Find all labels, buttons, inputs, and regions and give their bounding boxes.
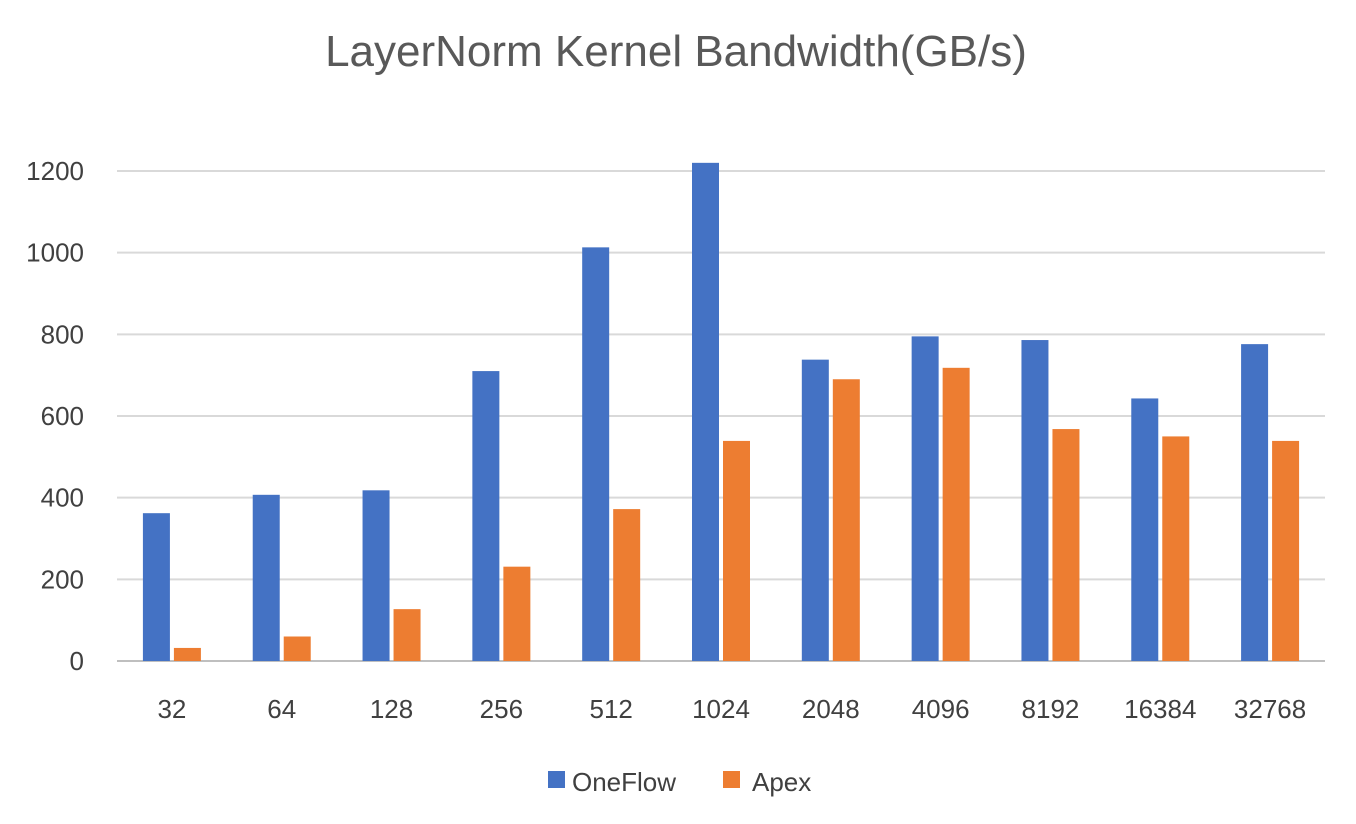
legend-label: OneFlow — [572, 767, 676, 797]
x-tick-label: 2048 — [802, 694, 860, 724]
y-tick-label: 600 — [41, 401, 84, 431]
bar-apex-128 — [393, 609, 421, 661]
bar-apex-8192 — [1052, 429, 1080, 661]
gridlines — [117, 170, 1325, 662]
x-tick-label: 1024 — [692, 694, 750, 724]
legend-label: Apex — [752, 767, 811, 797]
bar-oneflow-2048 — [801, 359, 829, 661]
bar-apex-32768 — [1272, 440, 1300, 661]
bar-oneflow-1024 — [692, 162, 719, 662]
bar-apex-1024 — [723, 440, 750, 661]
bar-group-64 — [252, 494, 311, 661]
y-tick-label: 1000 — [26, 238, 84, 268]
bar-group-4096 — [911, 336, 970, 661]
bar-group-128 — [362, 490, 421, 661]
legend-swatch — [723, 771, 740, 788]
bar-group-2048 — [801, 359, 860, 661]
bar-apex-16384 — [1162, 436, 1190, 661]
y-tick-label: 200 — [41, 564, 84, 594]
bar-oneflow-64 — [252, 494, 280, 661]
x-tick-label: 8192 — [1022, 694, 1080, 724]
bar-oneflow-8192 — [1021, 340, 1049, 661]
x-tick-label: 512 — [589, 694, 632, 724]
y-axis-tick-labels: 0 200 400 600 800 1000 1200 — [26, 156, 84, 676]
legend-item-apex: Apex — [723, 767, 811, 797]
y-tick-label: 1200 — [26, 156, 84, 186]
bars — [142, 162, 1300, 662]
x-tick-label: 32768 — [1234, 694, 1306, 724]
bar-oneflow-512 — [582, 247, 610, 661]
y-tick-label: 400 — [41, 483, 84, 513]
bar-group-16384 — [1131, 398, 1190, 661]
x-tick-label: 64 — [267, 694, 296, 724]
bar-oneflow-32 — [142, 513, 170, 661]
bar-oneflow-32768 — [1241, 344, 1269, 661]
bar-oneflow-4096 — [911, 336, 939, 661]
bar-apex-32 — [173, 647, 201, 661]
bar-apex-64 — [283, 636, 311, 661]
x-tick-label: 128 — [370, 694, 413, 724]
bar-apex-256 — [503, 566, 531, 661]
bar-group-256 — [472, 371, 531, 661]
bar-apex-2048 — [832, 379, 860, 661]
legend-swatch — [548, 771, 565, 788]
x-tick-label: 4096 — [912, 694, 970, 724]
bar-oneflow-16384 — [1131, 398, 1159, 661]
y-tick-label: 800 — [41, 319, 84, 349]
x-tick-label: 32 — [157, 694, 186, 724]
chart-title: LayerNorm Kernel Bandwidth(GB/s) — [325, 27, 1027, 76]
y-tick-label: 0 — [70, 646, 84, 676]
bar-group-32 — [142, 513, 201, 661]
bar-group-8192 — [1021, 340, 1080, 661]
bar-apex-4096 — [942, 367, 970, 661]
x-tick-label: 16384 — [1124, 694, 1196, 724]
bar-group-32768 — [1241, 344, 1300, 661]
bar-group-1024 — [692, 162, 750, 662]
x-axis-tick-labels: 32 64 128 256 512 1024 2048 4096 8192 16384 32768 — [157, 694, 1306, 724]
bar-oneflow-128 — [362, 490, 390, 661]
bar-apex-512 — [613, 509, 641, 661]
x-tick-label: 256 — [480, 694, 523, 724]
bar-oneflow-256 — [472, 371, 500, 661]
legend-item-oneflow: OneFlow — [548, 767, 676, 797]
bar-group-512 — [582, 247, 641, 661]
legend: OneFlow Apex — [548, 767, 811, 797]
